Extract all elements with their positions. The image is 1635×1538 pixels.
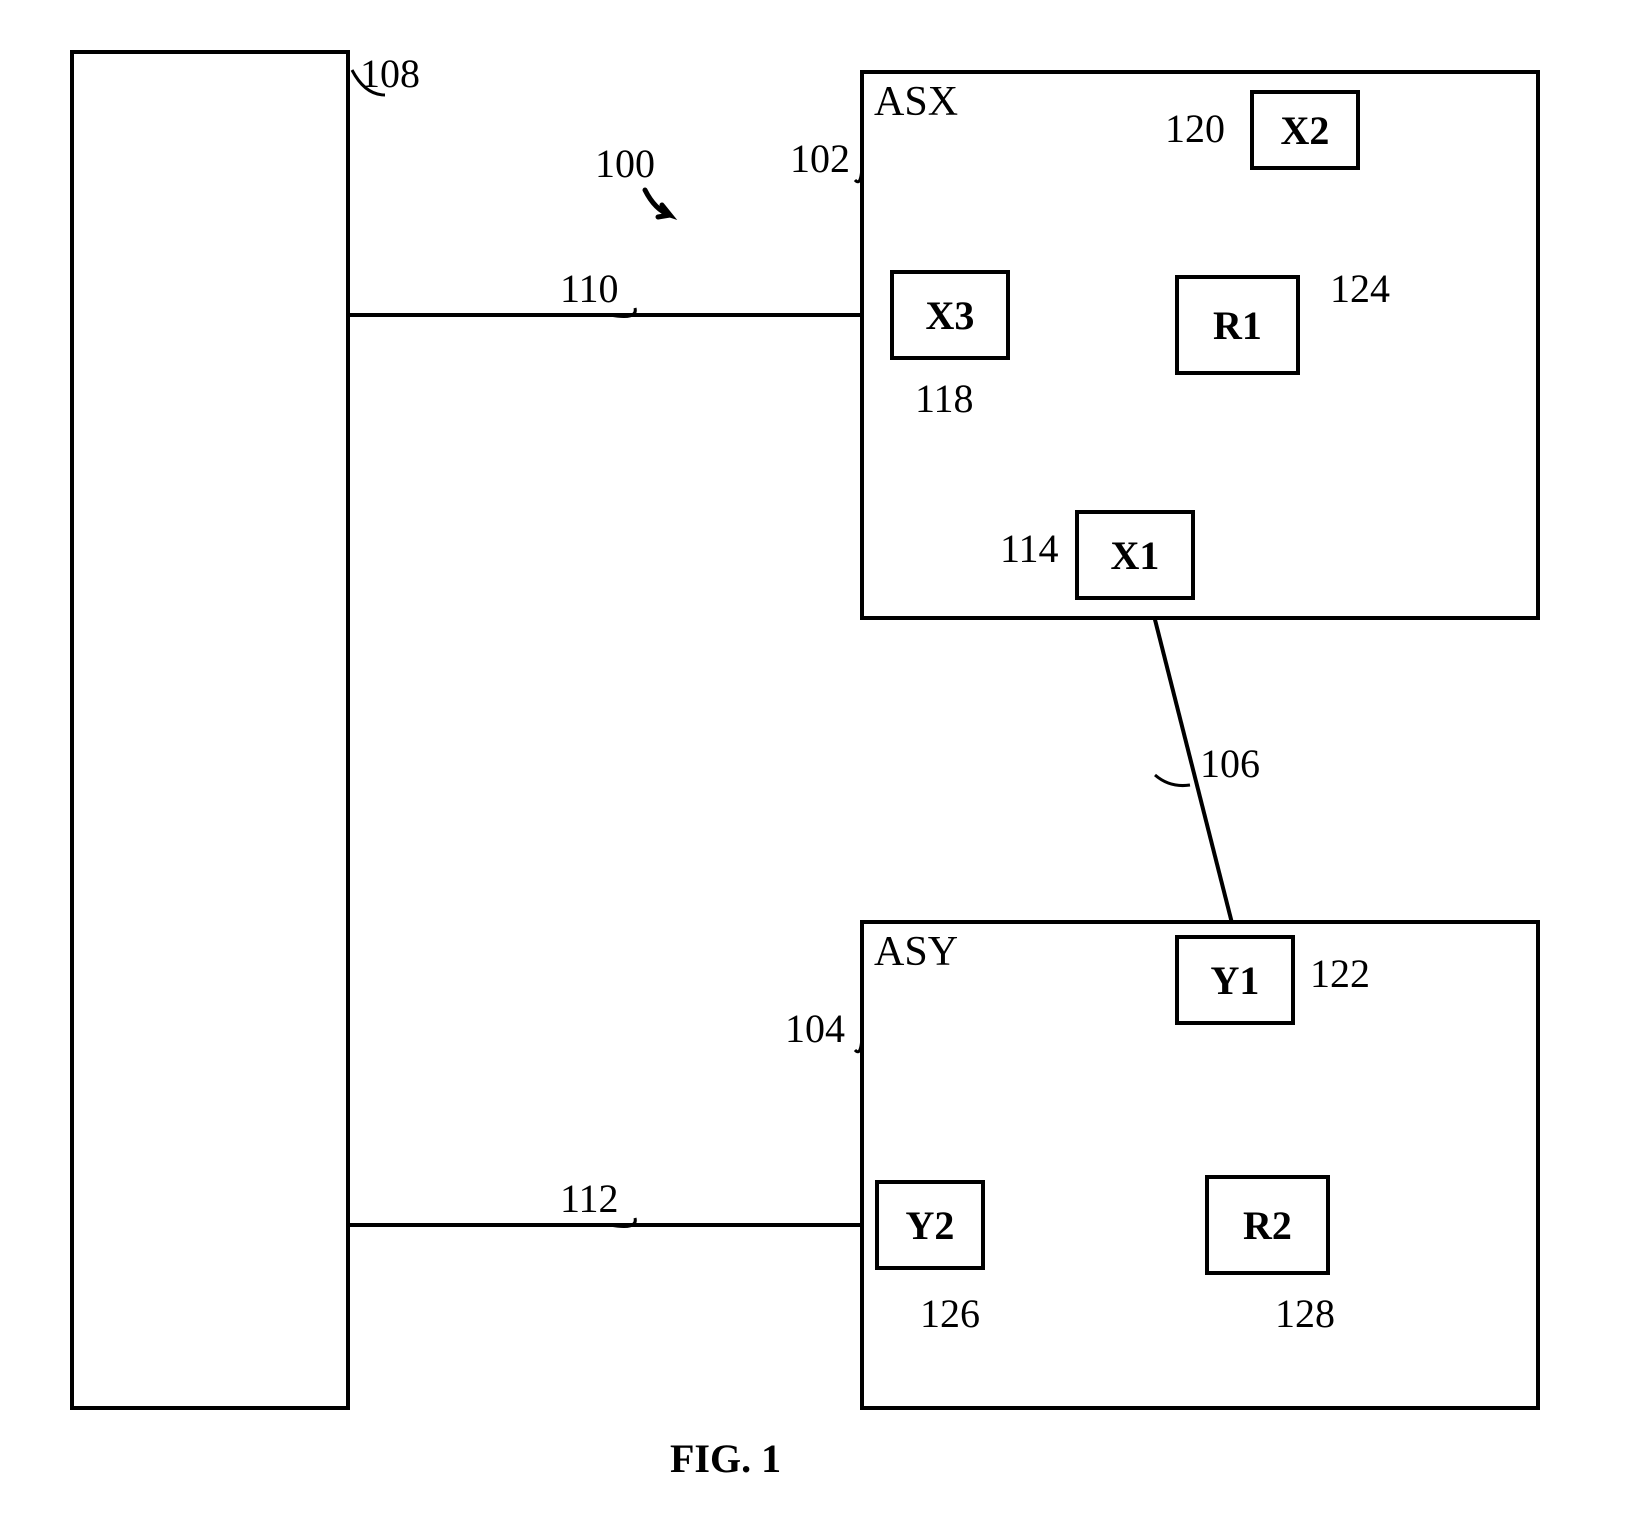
ref-122: 122 [1310, 950, 1370, 997]
ref-100: 100 [595, 140, 655, 187]
figure-caption: FIG. 1 [670, 1435, 781, 1482]
node-x2-label: X2 [1281, 107, 1330, 154]
node-y1: Y1 [1175, 935, 1295, 1025]
ref-126: 126 [920, 1290, 980, 1337]
leader-106 [1155, 775, 1190, 786]
ref-124: 124 [1330, 265, 1390, 312]
node-r1: R1 [1175, 275, 1300, 375]
node-y2: Y2 [875, 1180, 985, 1270]
ref-106: 106 [1200, 740, 1260, 787]
left-block [70, 50, 350, 1410]
node-r2: R2 [1205, 1175, 1330, 1275]
asx-title: ASX [874, 78, 958, 126]
node-r1-label: R1 [1213, 302, 1262, 349]
arrow-tail-icon [640, 185, 690, 225]
node-y2-label: Y2 [906, 1202, 955, 1249]
node-y1-label: Y1 [1211, 957, 1260, 1004]
ref-114: 114 [1000, 525, 1059, 572]
ref-110: 110 [560, 265, 619, 312]
asy-title: ASY [874, 928, 958, 976]
node-x1-label: X1 [1111, 532, 1160, 579]
ref-120: 120 [1165, 105, 1225, 152]
ref-118: 118 [915, 375, 974, 422]
ref-104: 104 [785, 1005, 845, 1052]
node-x3-label: X3 [926, 292, 975, 339]
node-x2: X2 [1250, 90, 1360, 170]
node-x3: X3 [890, 270, 1010, 360]
node-x1: X1 [1075, 510, 1195, 600]
node-r2-label: R2 [1243, 1202, 1292, 1249]
ref-128: 128 [1275, 1290, 1335, 1337]
ref-112: 112 [560, 1175, 619, 1222]
diagram-canvas: ASX ASY X2 X3 R1 X1 Y1 Y2 R2 100 102 104… [40, 40, 1595, 1498]
ref-108: 108 [360, 50, 420, 97]
ref-102: 102 [790, 135, 850, 182]
